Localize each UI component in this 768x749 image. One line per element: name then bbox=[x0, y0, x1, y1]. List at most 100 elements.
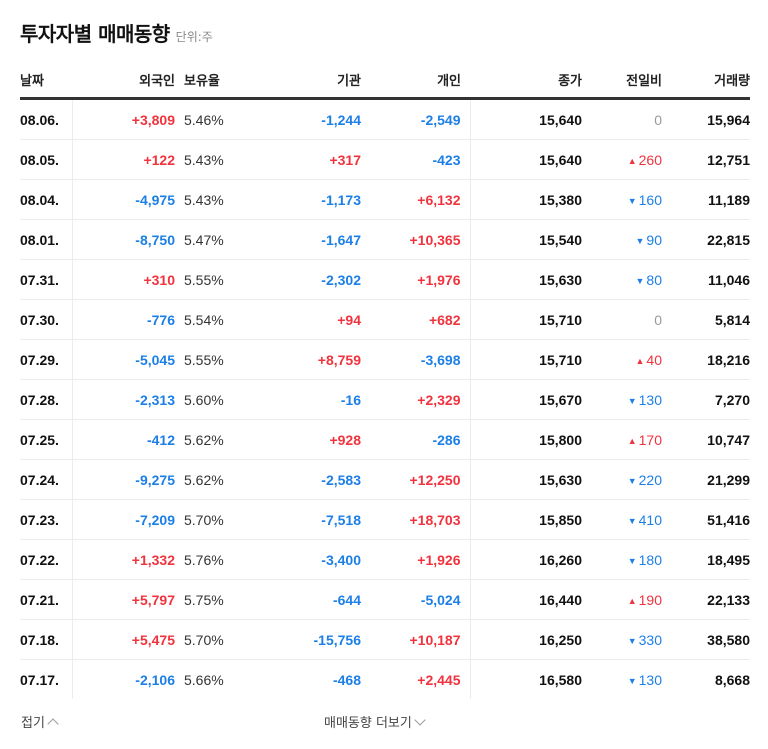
change-value: 260 bbox=[638, 151, 662, 168]
table-row: 07.18. +5,475 5.70% -15,756 +10,187 16,250 ▼ 33… bbox=[20, 619, 750, 660]
foreign-net-cell: +1,332 bbox=[72, 539, 175, 580]
table-header-row: 날짜 외국인 보유율 기관 개인 종가 전일비 거래량 bbox=[20, 62, 750, 100]
chevron-up-icon bbox=[47, 718, 59, 730]
volume-cell: 10,747 bbox=[662, 419, 750, 460]
holding-ratio-cell: 5.55% bbox=[175, 259, 235, 300]
holding-ratio-cell: 5.43% bbox=[175, 179, 235, 220]
change-value: 190 bbox=[638, 591, 662, 608]
close-price-cell: 15,640 bbox=[470, 139, 582, 180]
volume-cell: 11,189 bbox=[662, 179, 750, 220]
volume-cell: 51,416 bbox=[662, 499, 750, 540]
date-cell: 07.22. bbox=[20, 539, 73, 580]
change-cell: ▼ 130 bbox=[582, 379, 662, 420]
institution-net-cell: +317 bbox=[235, 139, 361, 180]
individual-net-cell: +12,250 bbox=[361, 459, 471, 500]
foreign-net-cell: -8,750 bbox=[72, 219, 175, 260]
holding-ratio-cell: 5.55% bbox=[175, 339, 235, 380]
individual-net-cell: +1,976 bbox=[361, 259, 471, 300]
date-cell: 07.21. bbox=[20, 579, 73, 620]
table-row: 07.29. -5,045 5.55% +8,759 -3,698 15,710 ▲ 40 18… bbox=[20, 339, 750, 380]
table-row: 07.31. +310 5.55% -2,302 +1,976 15,630 ▼ 80 11,0… bbox=[20, 259, 750, 300]
up-triangle-icon: ▲ bbox=[635, 355, 645, 366]
close-price-cell: 16,440 bbox=[470, 579, 582, 620]
holding-ratio-cell: 5.54% bbox=[175, 299, 235, 340]
down-triangle-icon: ▼ bbox=[635, 235, 645, 246]
section-header: 투자자별 매매동향 단위:주 bbox=[20, 18, 213, 46]
individual-net-cell: +10,187 bbox=[361, 619, 471, 660]
individual-net-cell: +1,926 bbox=[361, 539, 471, 580]
holding-ratio-cell: 5.46% bbox=[175, 98, 235, 140]
down-triangle-icon: ▼ bbox=[635, 275, 645, 286]
volume-cell: 18,495 bbox=[662, 539, 750, 580]
col-volume: 거래량 bbox=[662, 62, 750, 100]
date-cell: 07.29. bbox=[20, 339, 73, 380]
close-price-cell: 15,850 bbox=[470, 499, 582, 540]
table-row: 07.21. +5,797 5.75% -644 -5,024 16,440 ▲ 190 22,… bbox=[20, 579, 750, 620]
collapse-button[interactable]: 접기 bbox=[21, 712, 59, 731]
individual-net-cell: +6,132 bbox=[361, 179, 471, 220]
change-value: 130 bbox=[638, 671, 662, 688]
volume-cell: 7,270 bbox=[662, 379, 750, 420]
table-row: 07.24. -9,275 5.62% -2,583 +12,250 15,630 ▼ 220… bbox=[20, 459, 750, 500]
date-cell: 07.25. bbox=[20, 419, 73, 460]
holding-ratio-cell: 5.70% bbox=[175, 499, 235, 540]
institution-net-cell: -15,756 bbox=[235, 619, 361, 660]
table-row: 07.22. +1,332 5.76% -3,400 +1,926 16,260 ▼ 180 1… bbox=[20, 539, 750, 580]
col-institution: 기관 bbox=[235, 62, 361, 100]
foreign-net-cell: -776 bbox=[72, 299, 175, 340]
individual-net-cell: -423 bbox=[361, 139, 471, 180]
unit-label: 단위:주 bbox=[175, 30, 213, 44]
individual-net-cell: +18,703 bbox=[361, 499, 471, 540]
change-cell: ▼ 90 bbox=[582, 219, 662, 260]
date-cell: 08.05. bbox=[20, 139, 73, 180]
table-row: 07.23. -7,209 5.70% -7,518 +18,703 15,850 ▼ 410… bbox=[20, 499, 750, 540]
volume-cell: 18,216 bbox=[662, 339, 750, 380]
change-value: 410 bbox=[638, 511, 662, 528]
section-title: 투자자별 매매동향 bbox=[20, 22, 170, 46]
col-individual: 개인 bbox=[361, 62, 470, 100]
close-price-cell: 15,670 bbox=[470, 379, 582, 420]
volume-cell: 11,046 bbox=[662, 259, 750, 300]
foreign-net-cell: -5,045 bbox=[72, 339, 175, 380]
down-triangle-icon: ▼ bbox=[627, 395, 637, 406]
individual-net-cell: +682 bbox=[361, 299, 471, 340]
date-cell: 08.04. bbox=[20, 179, 73, 220]
col-change: 전일비 bbox=[582, 62, 662, 100]
chevron-down-icon bbox=[414, 713, 426, 726]
institution-net-cell: -1,173 bbox=[235, 179, 361, 220]
foreign-net-cell: -2,106 bbox=[135, 671, 175, 688]
holding-ratio-cell: 5.62% bbox=[175, 459, 235, 500]
foreign-net-cell: +3,809 bbox=[72, 98, 175, 140]
down-triangle-icon: ▼ bbox=[627, 555, 637, 566]
close-price-cell: 15,630 bbox=[470, 459, 582, 500]
institution-net-cell: -7,518 bbox=[235, 499, 361, 540]
date-cell: 07.23. bbox=[20, 499, 73, 540]
down-triangle-icon: ▼ bbox=[627, 635, 637, 646]
volume-cell: 38,580 bbox=[662, 619, 750, 660]
individual-net-cell: -286 bbox=[361, 419, 471, 460]
change-cell: ▼ 130 bbox=[582, 660, 662, 700]
change-cell: ▼ 330 bbox=[582, 619, 662, 660]
foreign-net-cell: -7,209 bbox=[72, 499, 175, 540]
table-row: 07.25. -412 5.62% +928 -286 15,800 ▲ 170 10,747 bbox=[20, 419, 750, 460]
date-cell: 07.24. bbox=[20, 459, 73, 500]
volume-cell: 8,668 bbox=[714, 671, 750, 688]
change-value: 180 bbox=[638, 551, 662, 568]
individual-net-cell: +2,445 bbox=[361, 659, 471, 699]
col-close-price: 종가 bbox=[470, 62, 582, 100]
institution-net-cell: +928 bbox=[235, 419, 361, 460]
change-cell: ▼ 160 bbox=[582, 179, 662, 220]
col-foreign: 외국인 bbox=[72, 62, 175, 100]
close-price-cell: 16,580 bbox=[539, 671, 582, 688]
change-cell: ▲ 170 bbox=[582, 419, 662, 460]
close-price-cell: 15,380 bbox=[470, 179, 582, 220]
table-row: 07.28. -2,313 5.60% -16 +2,329 15,670 ▼ 130 7,27… bbox=[20, 379, 750, 420]
institution-net-cell: -644 bbox=[235, 579, 361, 620]
foreign-net-cell: +5,797 bbox=[72, 579, 175, 620]
holding-ratio-cell: 5.60% bbox=[175, 379, 235, 420]
more-trading-button[interactable]: 매매동향 더보기 bbox=[324, 712, 426, 731]
collapse-label: 접기 bbox=[21, 716, 45, 731]
table-row: 08.05. +122 5.43% +317 -423 15,640 ▲ 260 12,751 bbox=[20, 139, 750, 180]
col-holding-ratio: 보유율 bbox=[175, 62, 235, 100]
change-cell: ▼ 180 bbox=[582, 539, 662, 580]
